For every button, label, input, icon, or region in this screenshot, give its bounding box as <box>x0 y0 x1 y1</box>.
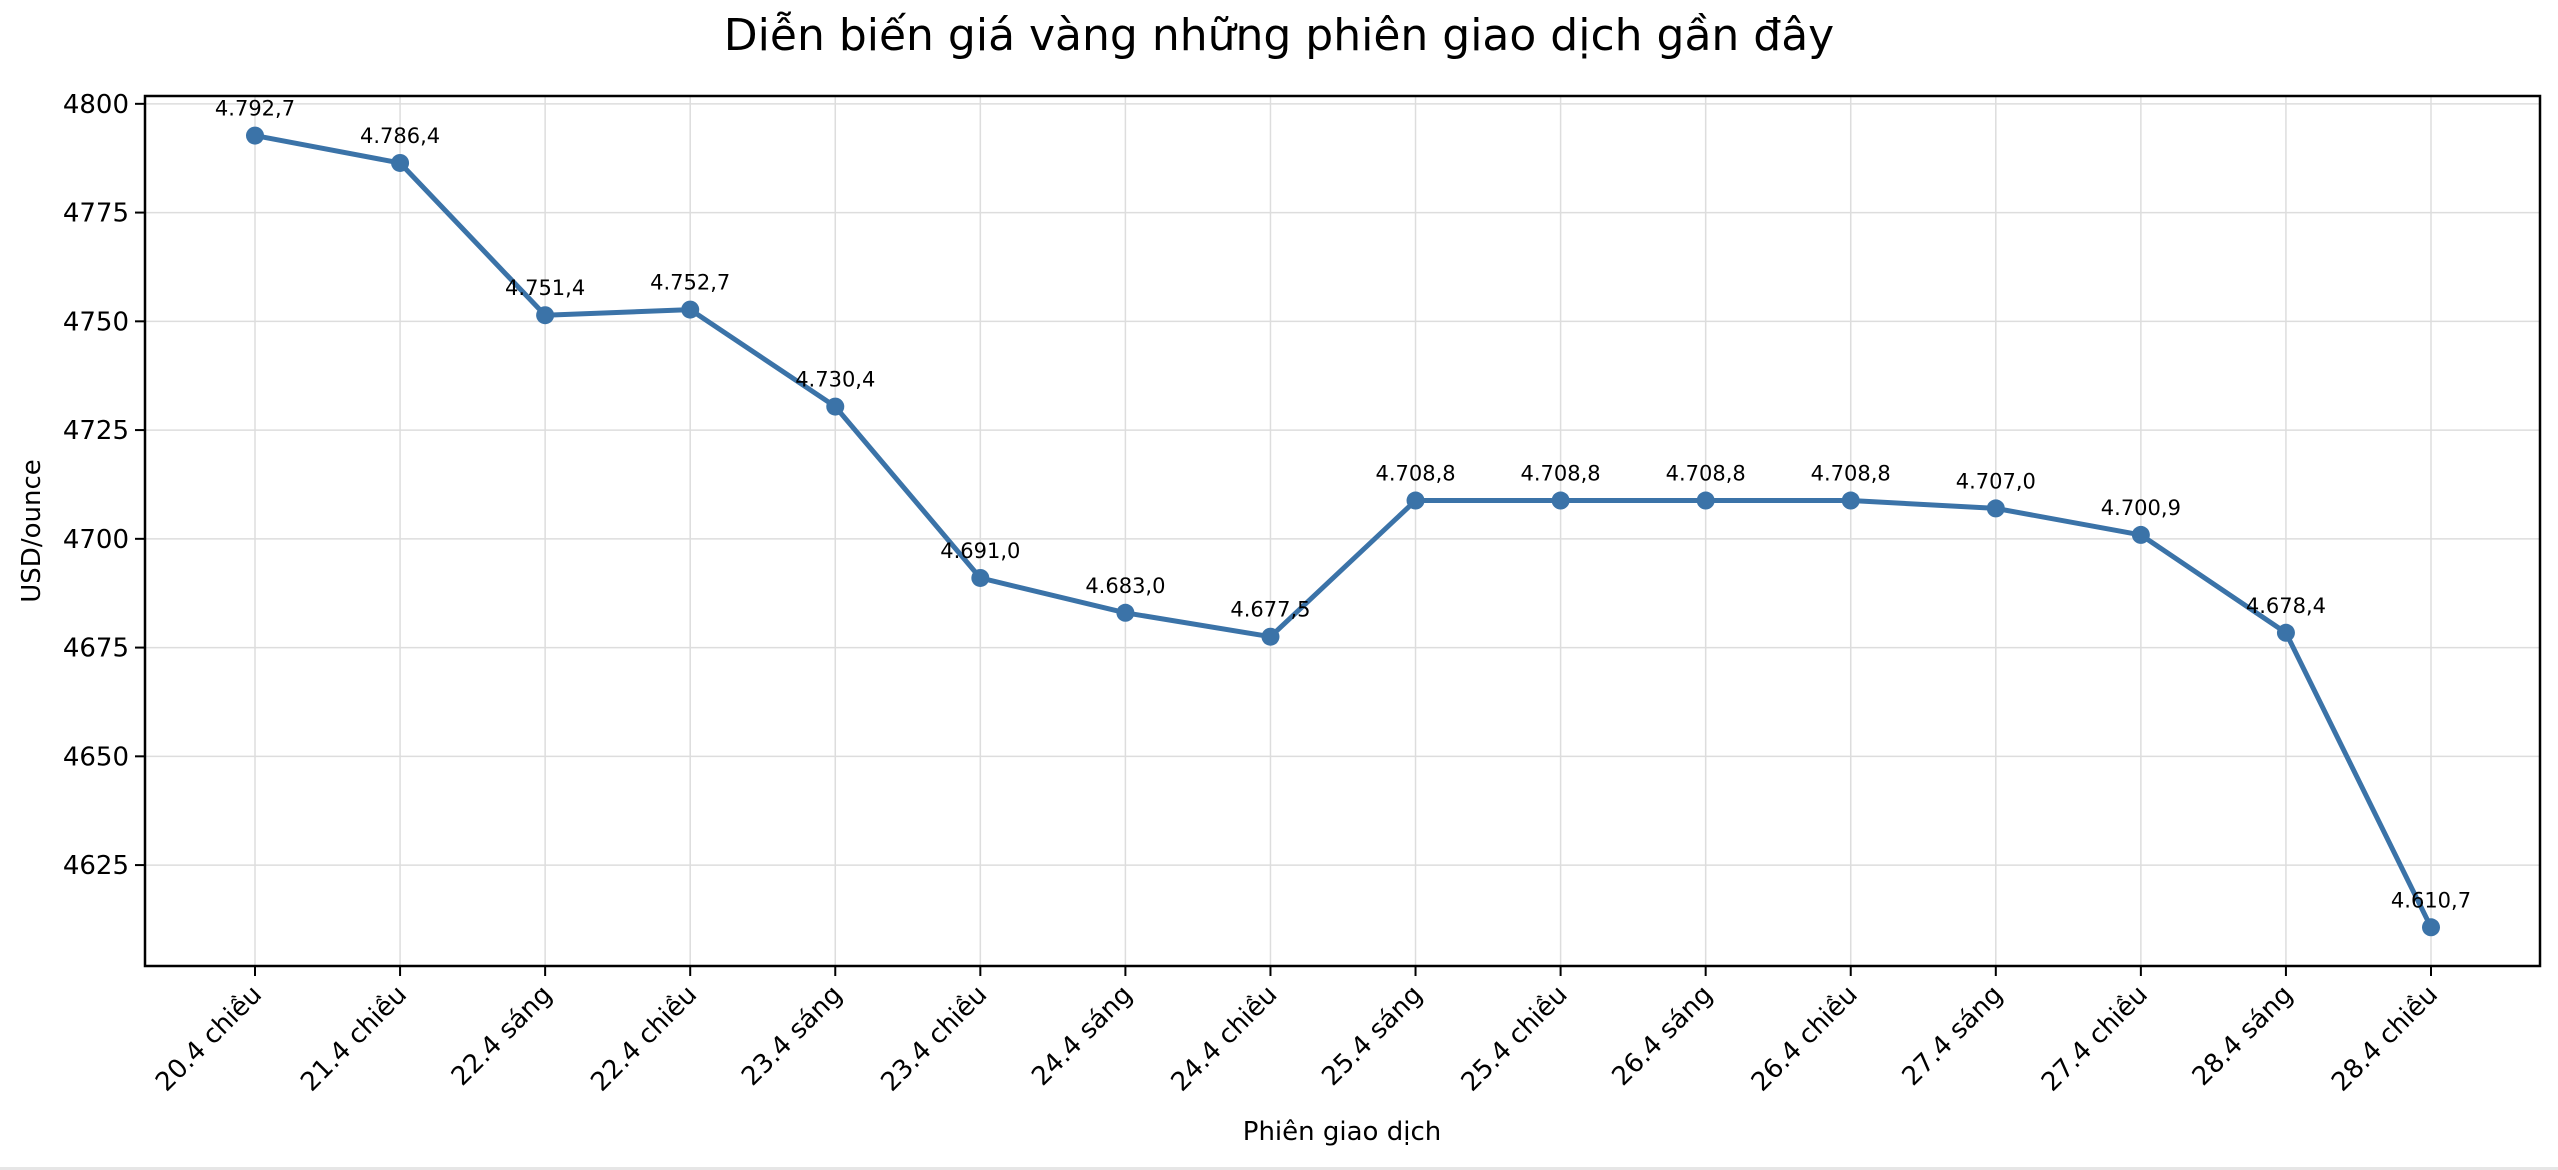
x-tick-label: 20.4 chiều <box>150 980 268 1098</box>
data-point-label: 4.708,8 <box>1811 462 1891 486</box>
data-point-marker <box>246 126 264 145</box>
plot-frame <box>143 94 2542 968</box>
series-line <box>254 133 2434 929</box>
data-point-label: 4.610,7 <box>2391 888 2471 912</box>
y-tick-label: 4650 <box>63 742 129 772</box>
x-tick-label: 26.4 chiều <box>1746 980 1864 1098</box>
data-point-label: 4.708,8 <box>1521 462 1601 486</box>
x-tick-label: 27.4 chiều <box>2036 980 2154 1098</box>
x-tick-label: 26.4 sáng <box>1606 980 1718 1092</box>
data-point-label: 4.683,0 <box>1085 574 1165 598</box>
data-point-label: 4.708,8 <box>1375 462 1455 486</box>
x-tick-label: 22.4 chiều <box>585 980 703 1098</box>
data-point-marker <box>1986 499 2005 518</box>
y-tick-label: 4775 <box>63 199 129 229</box>
data-point-label: 4.700,9 <box>2101 496 2181 520</box>
y-tick-label: 4750 <box>63 307 129 337</box>
data-point-label: 4.678,4 <box>2246 594 2326 618</box>
x-tick-label: 25.4 sáng <box>1316 980 1428 1092</box>
data-point-label: 4.730,4 <box>795 368 875 392</box>
chart-title: Diễn biến giá vàng những phiên giao dịch… <box>723 10 1835 61</box>
x-tick-label: 23.4 sáng <box>736 980 848 1092</box>
x-tick-label: 28.4 sáng <box>2187 980 2299 1092</box>
y-tick-label: 4700 <box>63 525 129 555</box>
data-point-marker <box>391 153 410 172</box>
x-tick-label: 28.4 chiều <box>2326 980 2444 1098</box>
data-point-marker <box>2131 525 2150 544</box>
x-tick-label: 27.4 sáng <box>1897 980 2009 1092</box>
data-point-marker <box>1841 491 1860 510</box>
footer-strip <box>0 1167 2558 1170</box>
data-series: 4.792,7 4.786,4 4.751,4 4.752,7 4.730,4 4.691… <box>215 97 2471 937</box>
x-tick-label: 21.4 chiều <box>295 980 413 1098</box>
data-point-label: 4.691,0 <box>940 539 1020 563</box>
data-point-label: 4.708,8 <box>1666 462 1746 486</box>
y-tick-label: 4675 <box>63 634 129 664</box>
x-tick-label: 22.4 sáng <box>446 980 558 1092</box>
y-tick-label: 4625 <box>63 851 129 881</box>
y-axis-label: USD/ounce <box>17 459 47 602</box>
data-point-label: 4.707,0 <box>1956 469 2036 493</box>
data-point-marker <box>681 300 700 319</box>
data-point-label: 4.786,4 <box>360 124 440 148</box>
data-point-marker <box>2422 918 2440 937</box>
data-point-marker <box>1696 491 1715 510</box>
y-tick-label: 4800 <box>63 90 129 120</box>
data-point-label: 4.677,5 <box>1230 598 1310 622</box>
x-tick-label: 24.4 sáng <box>1026 980 1138 1092</box>
grid-lines <box>145 96 2540 966</box>
data-point-marker <box>536 306 555 325</box>
y-axis: 4625 4650 4675 4700 4725 4750 4775 4800 <box>63 90 145 881</box>
data-point-label: 4.751,4 <box>505 276 585 300</box>
x-tick-label: 23.4 chiều <box>875 980 993 1098</box>
data-point-marker <box>2276 623 2295 642</box>
y-tick-label: 4725 <box>63 416 129 446</box>
data-point-marker <box>1116 603 1135 622</box>
data-point-label: 4.752,7 <box>650 271 730 295</box>
x-tick-label: 24.4 chiều <box>1166 980 1284 1098</box>
data-point-marker <box>826 397 845 416</box>
data-point-marker <box>1551 491 1570 510</box>
x-tick-label: 25.4 chiều <box>1456 980 1574 1098</box>
x-axis-label: Phiên giao dịch <box>1243 1117 1441 1147</box>
data-point-marker <box>1261 627 1280 646</box>
x-axis: 20.4 chiều 21.4 chiều 22.4 sáng 22.4 chiều 2… <box>150 966 2444 1098</box>
data-point-label: 4.792,7 <box>215 97 295 121</box>
data-point-marker <box>1406 491 1425 510</box>
data-point-marker <box>971 568 990 587</box>
